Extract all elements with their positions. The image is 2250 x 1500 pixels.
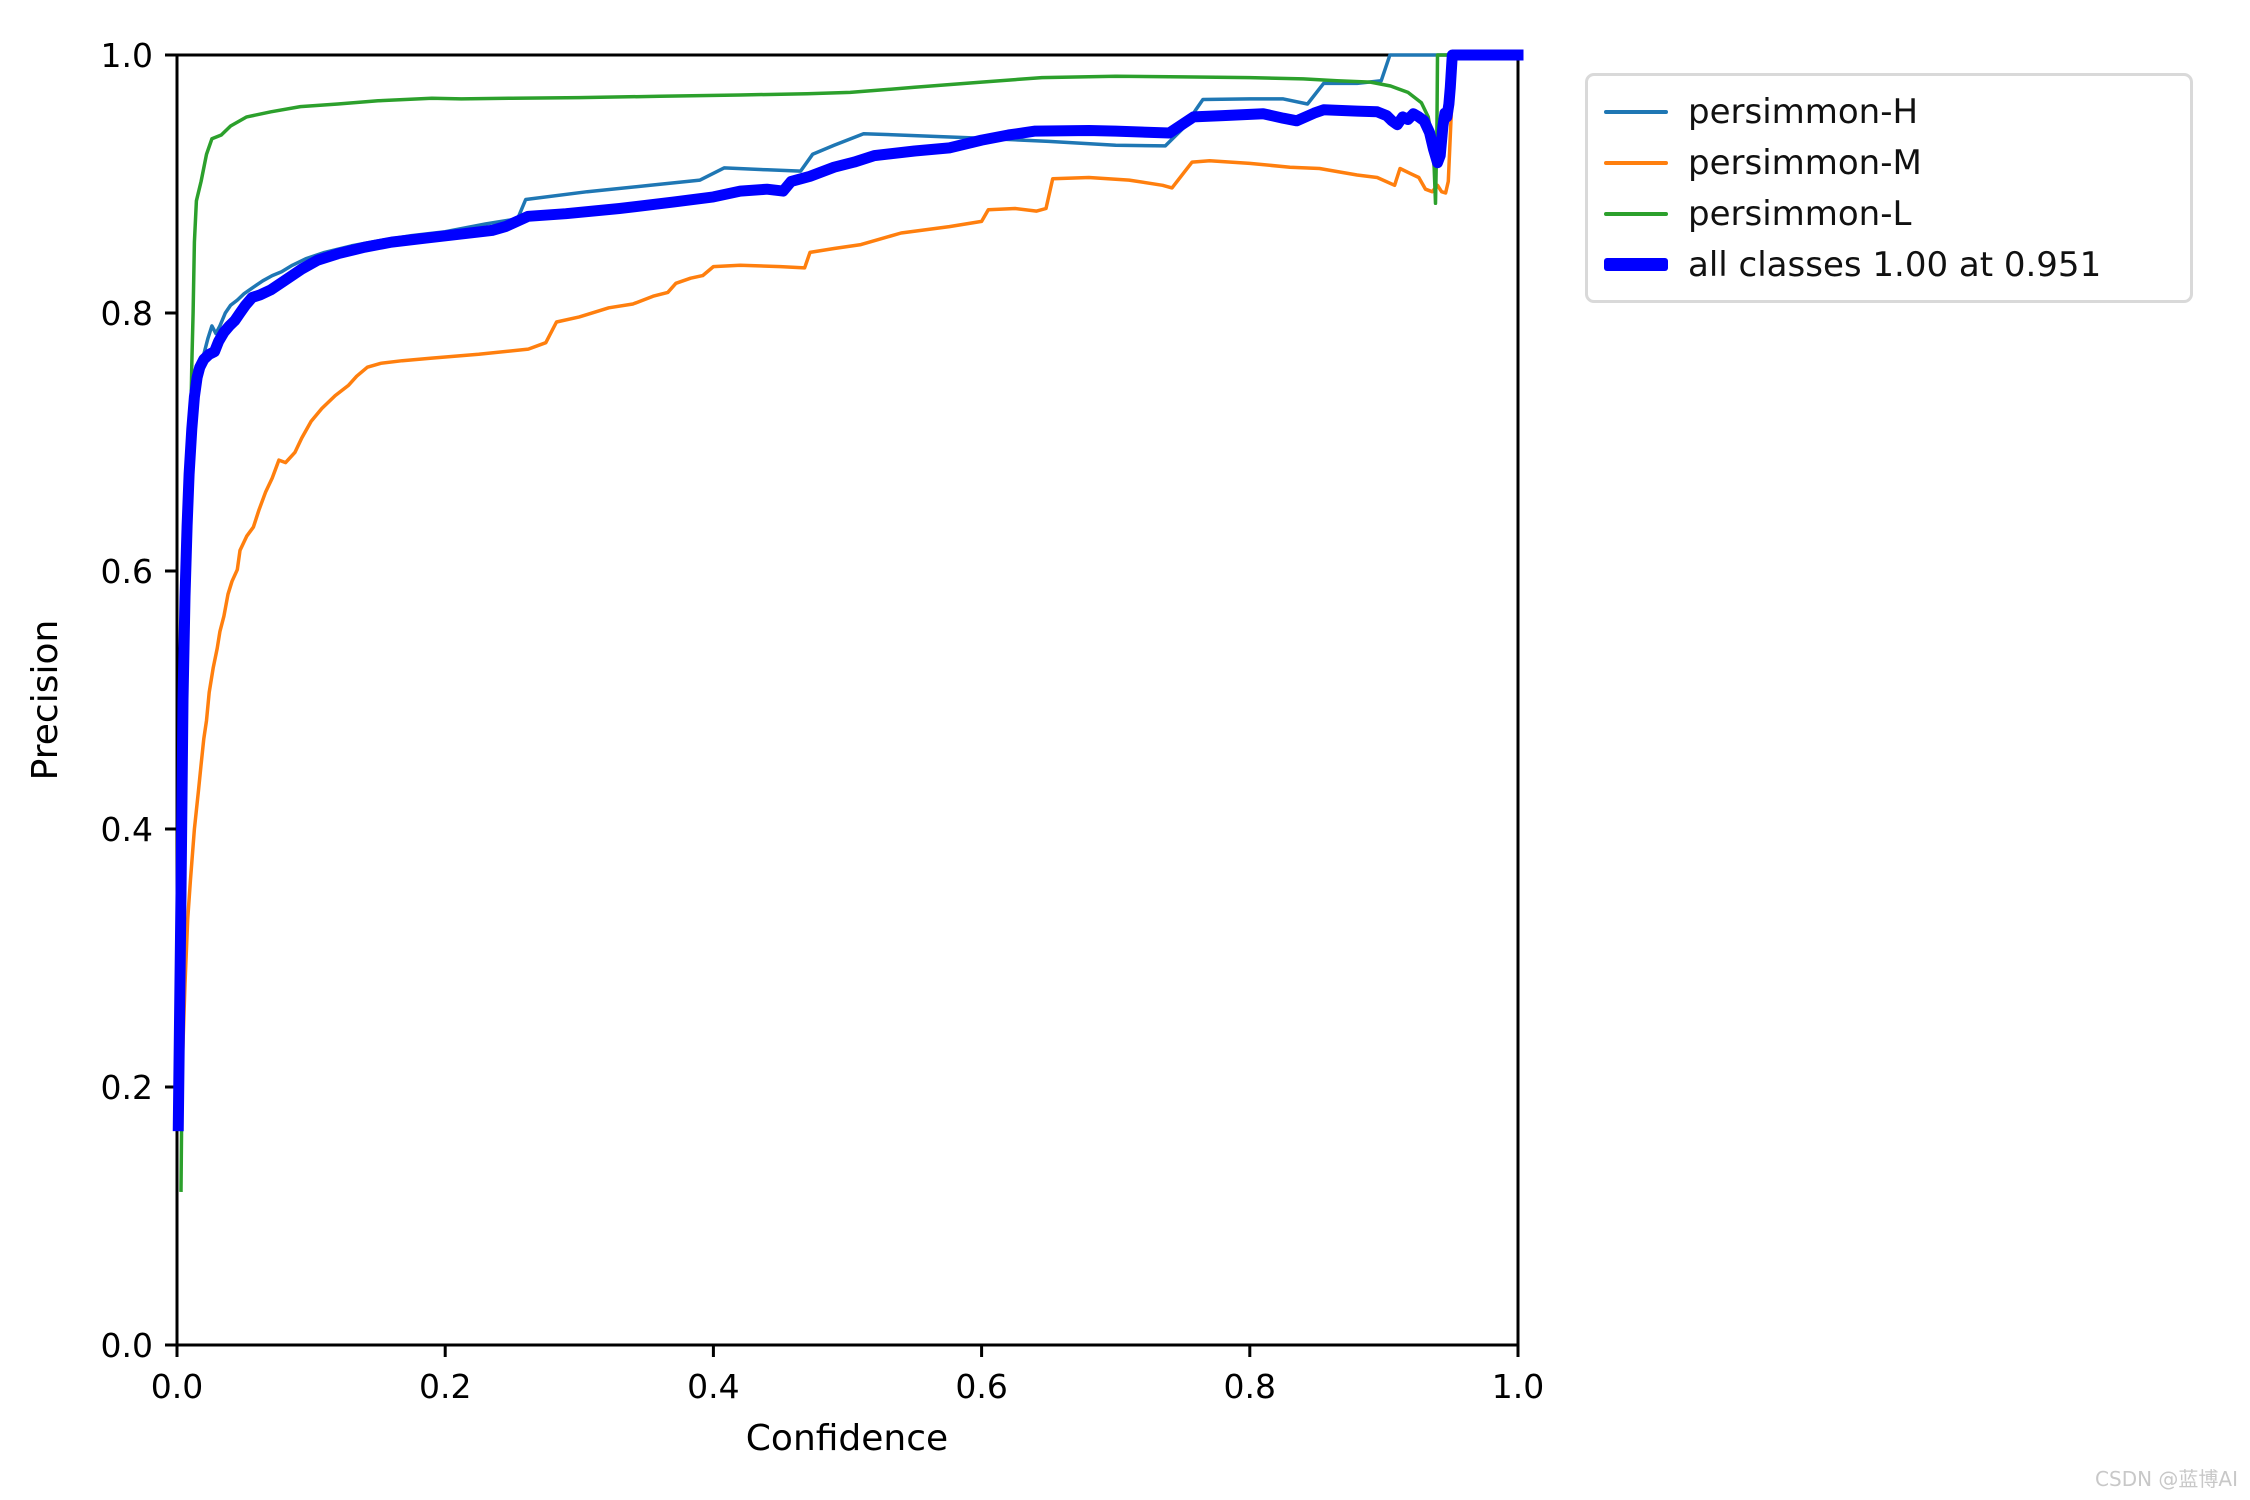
legend-item-label: persimmon-M bbox=[1688, 142, 1922, 183]
legend-item-label: persimmon-H bbox=[1688, 91, 1919, 132]
x-axis-label: Confidence bbox=[746, 1418, 948, 1459]
legend-line-sample bbox=[1604, 160, 1668, 165]
legend-item-label: persimmon-L bbox=[1688, 193, 1912, 234]
series-lines bbox=[172, 49, 1524, 1192]
series-line-persimmon-M bbox=[180, 53, 1520, 1064]
legend-item: persimmon-M bbox=[1604, 137, 2170, 188]
legend-item: persimmon-L bbox=[1604, 188, 2170, 239]
series-line-persimmon-L bbox=[179, 53, 1520, 1192]
y-axis-label: Precision bbox=[25, 620, 66, 781]
y-tick-label: 1.0 bbox=[101, 36, 153, 75]
legend-item: persimmon-H bbox=[1604, 86, 2170, 137]
series-line-persimmon-H bbox=[177, 53, 1520, 1128]
x-tick-label: 0.4 bbox=[687, 1367, 739, 1406]
axis-ticks: 0.0 0.2 0.4 0.6 0.8 1.0 0.0 0.2 0.4 0.6 0.8 1.0 bbox=[101, 36, 1545, 1406]
legend: persimmon-H persimmon-M persimmon-L all cla… bbox=[1585, 73, 2193, 303]
legend-line-sample bbox=[1604, 109, 1668, 114]
x-tick-label: 1.0 bbox=[1492, 1367, 1544, 1406]
legend-line-sample bbox=[1604, 211, 1668, 216]
y-tick-label: 0.4 bbox=[101, 810, 153, 849]
series-line-all-classes-1-00-at-0-951 bbox=[172, 49, 1524, 1132]
y-tick-label: 0.6 bbox=[101, 552, 153, 591]
x-tick-label: 0.2 bbox=[419, 1367, 471, 1406]
x-tick-label: 0.8 bbox=[1224, 1367, 1276, 1406]
y-tick-label: 0.8 bbox=[101, 294, 153, 333]
legend-item-label: all classes 1.00 at 0.951 bbox=[1688, 244, 2102, 285]
legend-item: all classes 1.00 at 0.951 bbox=[1604, 239, 2170, 290]
watermark: CSDN @蓝博AI bbox=[2095, 1467, 2238, 1491]
x-tick-label: 0.0 bbox=[151, 1367, 203, 1406]
y-tick-label: 0.0 bbox=[101, 1326, 153, 1365]
y-tick-label: 0.2 bbox=[101, 1068, 153, 1107]
x-tick-label: 0.6 bbox=[955, 1367, 1007, 1406]
plot-frame bbox=[175, 53, 1520, 1347]
legend-line-sample bbox=[1604, 258, 1668, 271]
